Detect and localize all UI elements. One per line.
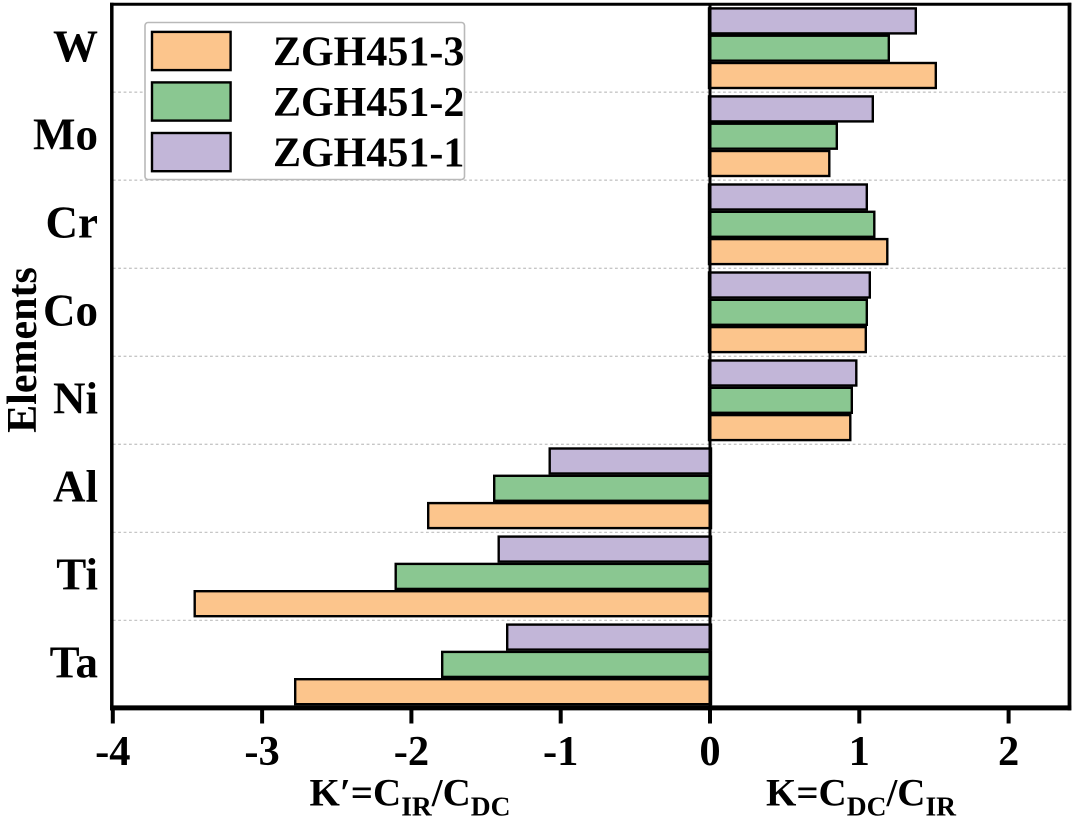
svg-text:-2: -2 [394, 728, 429, 775]
svg-text:2: 2 [998, 728, 1019, 775]
svg-text:-1: -1 [543, 728, 578, 775]
svg-text:-4: -4 [95, 728, 130, 775]
svg-text:-3: -3 [244, 728, 279, 775]
svg-text:Ti: Ti [56, 550, 98, 600]
svg-text:K=CDC/CIR: K=CDC/CIR [766, 772, 957, 822]
svg-text:0: 0 [699, 728, 720, 775]
svg-text:Elements: Elements [0, 267, 46, 433]
svg-text:Co: Co [43, 286, 98, 336]
svg-text:Ta: Ta [50, 638, 98, 688]
svg-text:ZGH451-3: ZGH451-3 [273, 30, 464, 76]
svg-text:Mo: Mo [33, 110, 98, 160]
svg-text:Cr: Cr [46, 198, 98, 248]
svg-text:ZGH451-2: ZGH451-2 [273, 80, 464, 126]
svg-text:Ni: Ni [53, 374, 98, 424]
svg-text:W: W [53, 22, 98, 72]
svg-text:Al: Al [53, 462, 98, 512]
svg-text:ZGH451-1: ZGH451-1 [273, 131, 464, 177]
svg-text:1: 1 [849, 728, 870, 775]
